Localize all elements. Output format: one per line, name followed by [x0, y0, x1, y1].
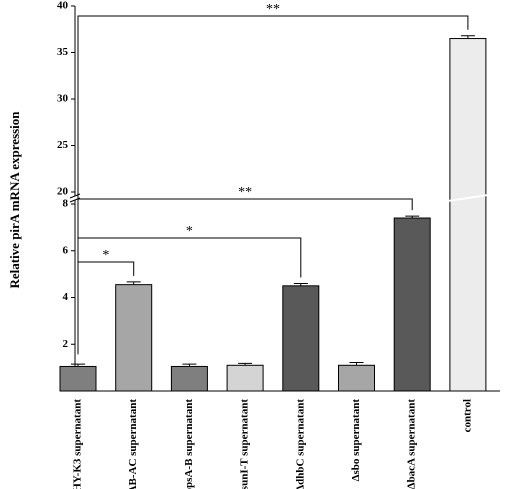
significance-label: *: [102, 248, 109, 263]
significance-bracket: [77, 15, 469, 355]
y-tick-label: 35: [57, 46, 69, 58]
error-bar: [126, 281, 141, 285]
bar: [449, 38, 487, 392]
bar: [393, 217, 431, 392]
significance-bracket: [77, 237, 302, 355]
y-tick-label: 25: [57, 139, 69, 151]
significance-label: **: [266, 2, 280, 17]
bar: [226, 364, 264, 392]
x-tick-label: Δsbo supernatant: [350, 399, 362, 482]
y-tick-label: 40: [57, 0, 69, 12]
x-tick-label: ΔsrfAB-AC supernatant: [127, 399, 139, 489]
error-bar: [71, 363, 85, 367]
y-tick-label: 30: [57, 93, 69, 105]
error-bar: [460, 35, 475, 39]
bar: [59, 365, 97, 392]
significance-label: *: [186, 224, 193, 239]
y-tick-label: 8: [63, 198, 69, 210]
bar: [115, 284, 153, 392]
x-tick-label: ΔsunI-T supernatant: [239, 399, 251, 489]
x-tick-label: JSHY-K3 supernatant: [72, 399, 84, 489]
x-tick-label: ΔbacA supernatant: [406, 399, 418, 489]
bar-break: [447, 194, 488, 202]
x-tick-label: control: [461, 399, 473, 432]
y-tick-label: 2: [63, 338, 69, 350]
significance-label: **: [238, 185, 252, 200]
error-bar: [349, 361, 364, 366]
bar: [170, 365, 208, 392]
bar: [338, 364, 375, 392]
error-bar: [293, 282, 308, 286]
error-bar: [182, 363, 197, 367]
bar: [282, 285, 320, 392]
x-tick-label: ΔdhbC supernatant: [294, 399, 306, 489]
y-axis-label: Relative pirA mRNA expression: [7, 111, 22, 289]
error-bar: [238, 362, 253, 366]
x-tick-label: ΔppsA-B supernatant: [183, 399, 195, 489]
error-bar: [405, 215, 420, 219]
y-tick-label: 6: [63, 244, 69, 256]
y-tick-label: 20: [57, 186, 69, 198]
y-tick-label: 4: [63, 291, 69, 303]
